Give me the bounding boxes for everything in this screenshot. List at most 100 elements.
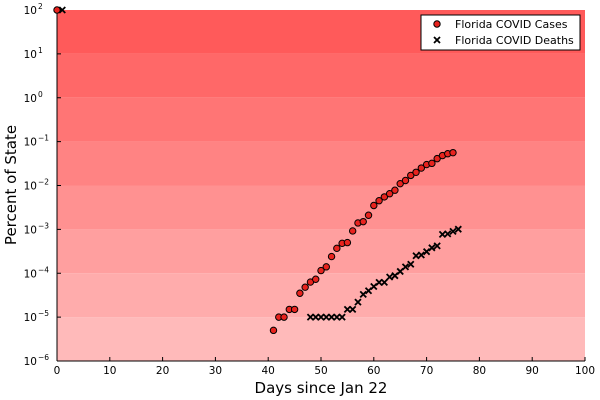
data-point-case bbox=[343, 238, 352, 247]
data-point-death bbox=[333, 313, 341, 321]
x-axis-label: Days since Jan 22 bbox=[255, 379, 388, 397]
background-band bbox=[57, 229, 585, 274]
data-point-death bbox=[454, 225, 462, 233]
background-band bbox=[57, 141, 585, 186]
plot-marks bbox=[269, 148, 462, 335]
data-point-case bbox=[364, 211, 373, 219]
data-point-case bbox=[348, 227, 357, 235]
data-point-case bbox=[380, 193, 389, 201]
data-point-death bbox=[327, 313, 336, 321]
data-point-death bbox=[322, 313, 330, 321]
y-tick-exponent: 2 bbox=[38, 2, 43, 11]
y-tick-label: 10 bbox=[24, 49, 37, 61]
legend-label-cases: Florida COVID Cases bbox=[455, 18, 568, 31]
data-point-case bbox=[269, 326, 278, 335]
data-point-death bbox=[428, 244, 436, 252]
background-bands bbox=[57, 10, 585, 361]
legend-box bbox=[420, 14, 581, 51]
x-tick-label: 100 bbox=[575, 365, 595, 377]
background-band bbox=[57, 185, 585, 230]
y-tick-label: 10 bbox=[24, 93, 37, 105]
data-point-case bbox=[396, 179, 404, 188]
y-tick-exponent: −4 bbox=[38, 265, 49, 274]
y-tick-label: 10 bbox=[24, 268, 37, 280]
data-point-death bbox=[338, 313, 346, 321]
edge-point-case bbox=[53, 6, 61, 14]
y-axis-label: Percent of State bbox=[2, 125, 20, 245]
legend-x-marker bbox=[433, 36, 441, 44]
data-point-case bbox=[401, 176, 410, 185]
background-band bbox=[57, 53, 585, 98]
data-point-case bbox=[301, 283, 309, 291]
data-point-death bbox=[407, 260, 415, 268]
y-tick-label: 10 bbox=[24, 5, 37, 17]
data-point-death bbox=[444, 230, 452, 238]
y-tick-label: 10 bbox=[24, 181, 37, 193]
edge-point-death bbox=[58, 6, 66, 14]
edge-marks bbox=[53, 6, 66, 14]
data-point-death bbox=[375, 278, 383, 286]
data-point-death bbox=[422, 248, 431, 256]
data-point-death bbox=[449, 227, 457, 236]
data-point-death bbox=[306, 313, 315, 321]
y-tick-label: 10 bbox=[24, 224, 37, 236]
data-point-case bbox=[322, 263, 330, 271]
data-point-case bbox=[412, 168, 420, 176]
data-point-death bbox=[354, 298, 362, 306]
x-tick-label: 90 bbox=[526, 365, 539, 377]
y-tick-exponent: −3 bbox=[38, 221, 49, 230]
y-tick-exponent: −6 bbox=[38, 353, 49, 362]
y-tick-exponent: −2 bbox=[38, 178, 49, 187]
data-point-case bbox=[449, 148, 457, 157]
data-point-case bbox=[333, 244, 341, 253]
y-tick-exponent: −5 bbox=[38, 309, 49, 318]
x-tick-label: 50 bbox=[314, 365, 327, 377]
data-point-case bbox=[359, 217, 367, 226]
x-axis: 0 10 20 30 40 50 60 70 80 90 100 bbox=[54, 357, 595, 377]
data-point-death bbox=[433, 242, 441, 250]
data-point-case bbox=[375, 197, 383, 205]
data-point-death bbox=[386, 273, 394, 281]
data-point-death bbox=[349, 305, 357, 314]
data-point-case bbox=[417, 164, 426, 172]
data-point-case bbox=[280, 313, 288, 321]
y-tick-exponent: 1 bbox=[38, 46, 43, 55]
data-point-death bbox=[359, 290, 367, 299]
x-tick-label: 0 bbox=[54, 365, 61, 377]
data-point-death bbox=[401, 263, 410, 271]
data-point-case bbox=[290, 305, 299, 314]
background-band bbox=[57, 97, 585, 142]
x-tick-label: 80 bbox=[473, 365, 486, 377]
y-tick-exponent: −1 bbox=[38, 134, 49, 143]
data-point-case bbox=[391, 186, 399, 194]
background-band bbox=[57, 273, 585, 318]
data-point-death bbox=[412, 252, 420, 260]
data-point-case bbox=[312, 275, 320, 283]
x-tick-label: 10 bbox=[103, 365, 116, 377]
y-tick-label: 10 bbox=[24, 356, 37, 368]
legend-circle-marker bbox=[433, 20, 441, 28]
data-point-case bbox=[428, 159, 436, 168]
data-point-case bbox=[327, 252, 336, 261]
data-point-death bbox=[417, 251, 425, 259]
legend-marker-cases bbox=[433, 20, 441, 28]
data-point-case bbox=[370, 201, 378, 210]
legend-label-deaths: Florida COVID Deaths bbox=[455, 34, 574, 47]
x-tick-label: 30 bbox=[209, 365, 222, 377]
background-band bbox=[57, 317, 585, 361]
data-point-case bbox=[385, 190, 394, 198]
y-tick-label: 10 bbox=[24, 137, 37, 149]
data-point-death bbox=[312, 313, 320, 321]
data-point-case bbox=[317, 266, 325, 275]
x-tick-label: 60 bbox=[367, 365, 380, 377]
data-point-case bbox=[407, 171, 415, 180]
data-point-death bbox=[317, 313, 325, 321]
y-tick-exponent: 0 bbox=[38, 90, 43, 99]
x-tick-label: 20 bbox=[156, 365, 169, 377]
y-tick-label: 10 bbox=[24, 312, 37, 324]
data-point-death bbox=[380, 278, 388, 286]
x-tick-label: 40 bbox=[262, 365, 275, 377]
data-point-case bbox=[296, 289, 304, 297]
legend-marker-deaths bbox=[433, 36, 441, 44]
